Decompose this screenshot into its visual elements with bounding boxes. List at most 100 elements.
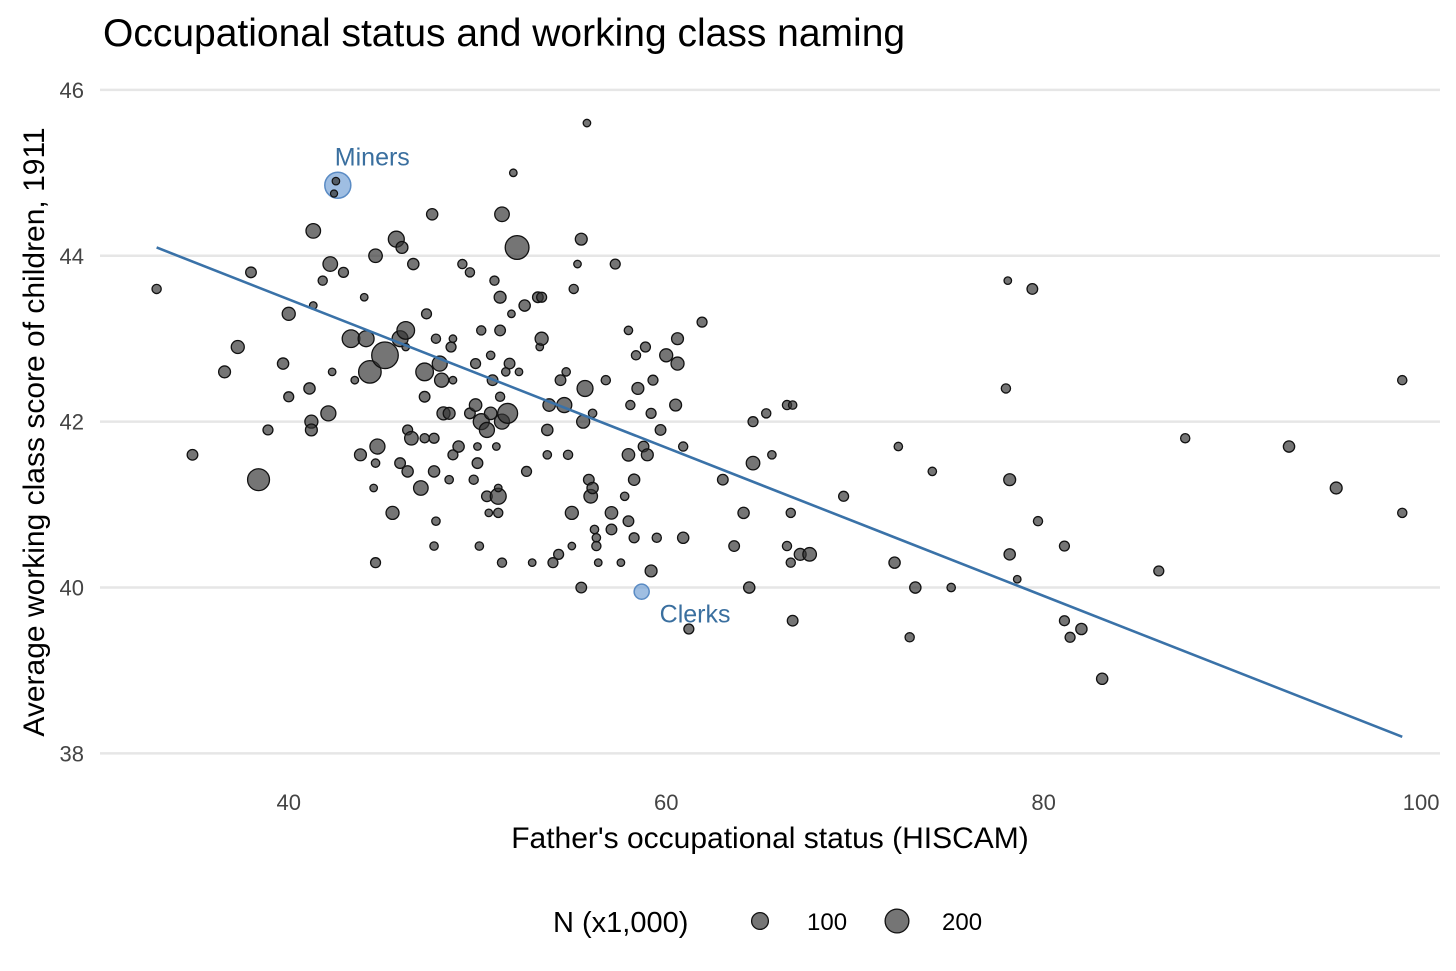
data-point bbox=[504, 234, 530, 260]
data-point bbox=[567, 541, 577, 551]
data-points bbox=[151, 118, 1408, 686]
data-point bbox=[909, 581, 922, 594]
highlight-label: Clerks bbox=[660, 601, 731, 629]
data-point bbox=[737, 506, 750, 520]
data-point bbox=[1095, 672, 1109, 686]
highlight-point bbox=[633, 583, 650, 600]
data-point bbox=[493, 483, 503, 493]
x-tick-label: 40 bbox=[276, 790, 300, 815]
data-point bbox=[1003, 276, 1013, 286]
data-point bbox=[622, 515, 635, 528]
data-point bbox=[1032, 515, 1044, 527]
data-point bbox=[322, 256, 339, 272]
legend-symbol bbox=[750, 911, 770, 931]
data-point bbox=[401, 465, 414, 478]
data-point bbox=[564, 505, 579, 521]
data-point bbox=[591, 540, 602, 552]
data-point bbox=[589, 524, 600, 535]
data-point bbox=[425, 208, 439, 221]
data-point bbox=[303, 382, 316, 395]
data-point bbox=[370, 458, 381, 468]
data-point bbox=[1003, 473, 1017, 487]
data-point bbox=[628, 532, 640, 544]
gridlines bbox=[100, 88, 1440, 755]
legend-title: N (x1,000) bbox=[553, 907, 688, 939]
data-point bbox=[428, 432, 440, 444]
highlighted-points: Miners Clerks bbox=[324, 143, 731, 629]
data-point bbox=[630, 350, 642, 361]
data-point bbox=[1000, 383, 1012, 394]
data-point bbox=[669, 398, 683, 412]
data-point bbox=[586, 481, 599, 495]
x-tick-label: 100 bbox=[1403, 790, 1440, 815]
data-point bbox=[474, 541, 485, 551]
data-point bbox=[497, 402, 519, 424]
data-point bbox=[368, 248, 383, 264]
data-point bbox=[623, 325, 634, 336]
data-point bbox=[357, 359, 382, 384]
data-point bbox=[600, 374, 612, 386]
data-point bbox=[627, 473, 641, 486]
data-point bbox=[728, 540, 741, 553]
data-point bbox=[547, 557, 559, 569]
data-point bbox=[609, 258, 621, 270]
data-point bbox=[621, 447, 636, 462]
legend-symbol bbox=[884, 908, 910, 934]
data-point bbox=[350, 375, 360, 385]
data-point bbox=[553, 548, 565, 560]
data-point bbox=[494, 324, 507, 337]
data-point bbox=[745, 455, 761, 471]
data-point bbox=[320, 405, 337, 422]
y-axis-ticks: 38 40 42 44 46 bbox=[60, 78, 84, 767]
data-point bbox=[647, 374, 659, 386]
data-point bbox=[433, 372, 450, 388]
data-point bbox=[893, 441, 904, 452]
data-point bbox=[781, 540, 793, 552]
data-point bbox=[485, 350, 496, 361]
data-point bbox=[489, 275, 500, 286]
legend-label: 200 bbox=[942, 909, 982, 936]
data-point bbox=[507, 309, 516, 319]
data-point bbox=[464, 267, 476, 278]
y-tick-label: 44 bbox=[60, 244, 84, 269]
data-point bbox=[493, 290, 507, 304]
data-point bbox=[676, 531, 690, 545]
data-point bbox=[640, 448, 654, 462]
data-point bbox=[645, 407, 657, 419]
data-point bbox=[468, 398, 483, 412]
data-point bbox=[396, 320, 416, 340]
data-point bbox=[305, 222, 322, 239]
data-point bbox=[591, 532, 602, 543]
data-point bbox=[1026, 282, 1039, 295]
data-point bbox=[619, 491, 630, 502]
data-point bbox=[582, 118, 592, 128]
data-point bbox=[625, 399, 636, 411]
data-point bbox=[742, 581, 756, 594]
data-point bbox=[541, 423, 554, 437]
data-point bbox=[568, 283, 579, 295]
data-point bbox=[1012, 574, 1022, 584]
data-point bbox=[576, 379, 594, 398]
data-point bbox=[527, 558, 537, 568]
fit-line bbox=[156, 246, 1403, 739]
data-point bbox=[419, 432, 430, 444]
data-point bbox=[329, 189, 339, 198]
data-point bbox=[1003, 548, 1016, 561]
data-point bbox=[369, 483, 379, 493]
data-point bbox=[1058, 540, 1071, 552]
data-point bbox=[283, 391, 295, 403]
data-point bbox=[670, 332, 685, 346]
chart-title: Occupational status and working class na… bbox=[103, 12, 905, 55]
data-point bbox=[385, 505, 400, 521]
data-point bbox=[369, 557, 382, 569]
data-point bbox=[677, 441, 689, 452]
data-point bbox=[785, 557, 797, 568]
data-point bbox=[562, 449, 574, 461]
size-legend: N (x1,000) 100 200 bbox=[553, 907, 982, 939]
data-point bbox=[262, 424, 274, 436]
data-point bbox=[337, 266, 350, 278]
data-point bbox=[483, 406, 498, 421]
data-point bbox=[430, 333, 442, 344]
data-point bbox=[554, 374, 567, 387]
